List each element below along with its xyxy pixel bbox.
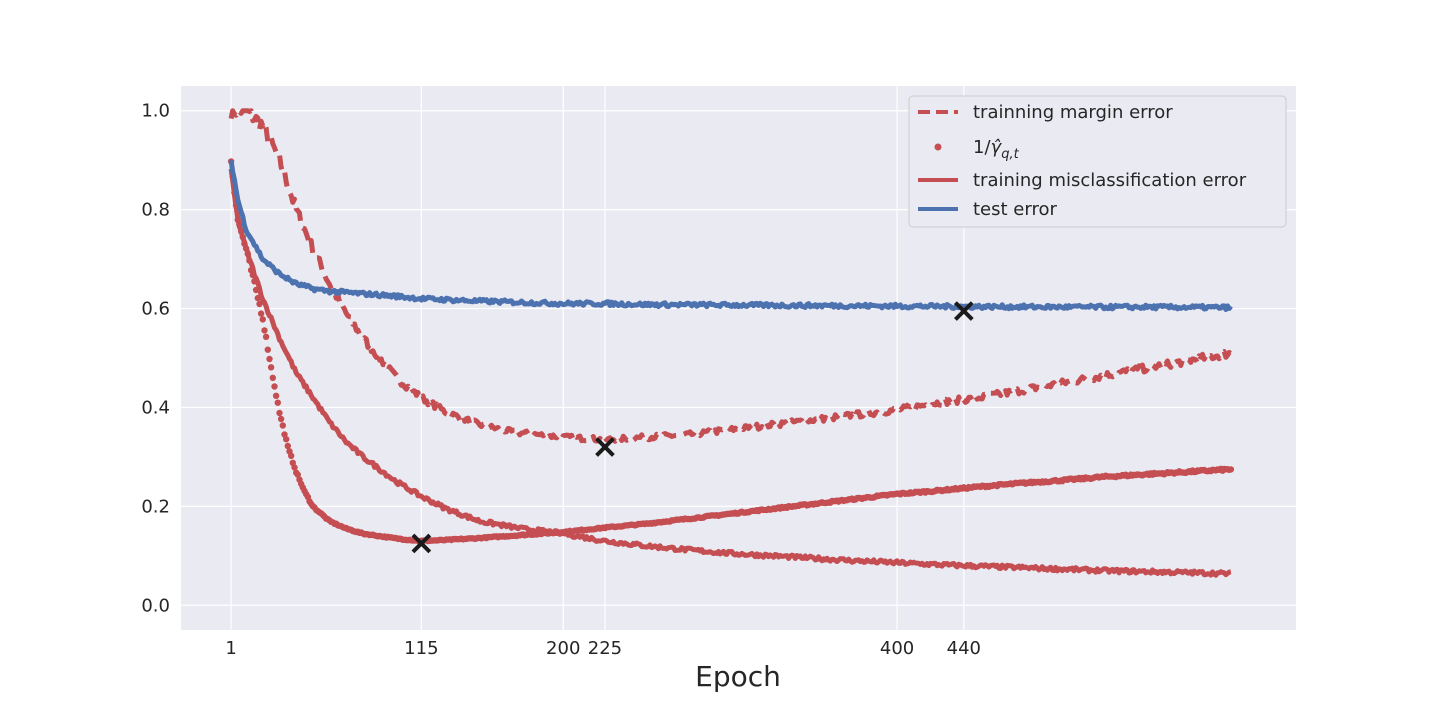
y-tick-label: 0.8 [141, 200, 170, 221]
y-tick-label: 0.0 [141, 595, 170, 616]
x-marker-stroke [411, 533, 432, 554]
legend-label-margin: trainning margin error [973, 102, 1173, 123]
markers-layer [411, 301, 974, 554]
data-point [257, 310, 265, 317]
y-tick-label: 0.4 [141, 397, 170, 418]
data-point [266, 355, 273, 363]
data-point [269, 374, 276, 381]
legend-swatch-gamma [934, 143, 942, 151]
data-point [256, 300, 263, 308]
series-layer [227, 108, 1235, 578]
y-tick-label: 1.0 [141, 101, 170, 122]
x-marker [411, 533, 432, 554]
data-point [262, 333, 270, 340]
data-point [261, 327, 268, 334]
legend: trainning margin error 1/γ̂q,t training … [908, 95, 1287, 228]
ticks-layer: 0.0 0.2 0.4 0.6 0.8 1.0 1 115 200 225 400 440 [141, 101, 981, 659]
x-marker-stroke [954, 301, 974, 321]
series-misclass-line [228, 168, 1232, 578]
data-point [1227, 466, 1235, 473]
x-tick-label: 200 [546, 638, 580, 659]
data-point [259, 316, 266, 323]
data-point [291, 464, 298, 471]
data-point [294, 471, 301, 478]
y-tick-label: 0.2 [141, 496, 170, 517]
series-test-line [228, 159, 1233, 312]
data-point [276, 409, 283, 417]
x-tick-label: 115 [404, 638, 438, 659]
data-point [288, 452, 295, 459]
legend-label-misclass: training misclassification error [973, 170, 1247, 191]
x-tick-label: 440 [947, 638, 981, 659]
x-tick-label: 1 [225, 638, 236, 659]
data-point [279, 422, 286, 429]
x-tick-label: 400 [880, 638, 914, 659]
y-tick-label: 0.6 [141, 299, 170, 320]
legend-box [908, 95, 1287, 228]
data-point [272, 392, 280, 399]
data-point [283, 436, 290, 443]
data-point [284, 442, 291, 450]
x-marker-stroke [595, 437, 615, 457]
data-point [277, 415, 285, 423]
legend-label-test: test error [973, 199, 1057, 220]
data-point [274, 399, 281, 406]
data-point [271, 383, 278, 390]
x-marker [595, 437, 615, 457]
data-point [267, 364, 275, 371]
x-axis-title: Epoch [695, 660, 781, 693]
x-marker [954, 301, 974, 321]
data-point [264, 346, 271, 353]
x-tick-label: 225 [588, 638, 622, 659]
series-margin-line [228, 108, 1233, 444]
